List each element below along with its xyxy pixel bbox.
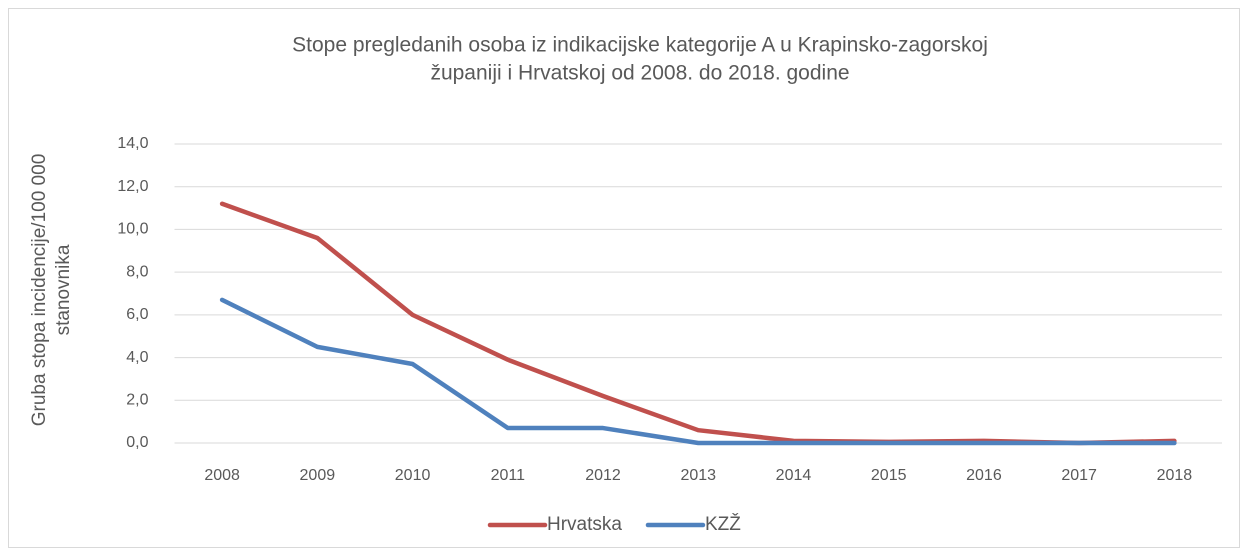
x-tick-label: 2014 xyxy=(776,467,812,484)
x-tick-label: 2010 xyxy=(395,467,431,484)
y-tick-label: 0,0 xyxy=(126,434,148,451)
y-tick-label: 12,0 xyxy=(117,178,148,195)
y-tick-label: 6,0 xyxy=(126,306,148,323)
y-axis-label: Gruba stopa incidencije/100 000 stanovni… xyxy=(29,154,74,427)
y-tick-label: 8,0 xyxy=(126,263,148,280)
legend-label: KZŽ xyxy=(705,513,741,535)
x-tick-label: 2013 xyxy=(680,467,716,484)
y-axis-label-line: stanovnika xyxy=(53,244,74,335)
chart-title: Stope pregledanih osoba iz indikacijske … xyxy=(292,34,988,57)
y-tick-label: 4,0 xyxy=(126,349,148,366)
x-tick-label: 2015 xyxy=(871,467,907,484)
y-tick-label: 10,0 xyxy=(117,221,148,238)
x-tick-label: 2016 xyxy=(966,467,1002,484)
x-tick-label: 2011 xyxy=(491,467,526,484)
y-tick-label: 14,0 xyxy=(117,135,148,152)
x-tick-label: 2009 xyxy=(300,467,336,484)
y-tick-label: 2,0 xyxy=(126,392,148,409)
chart-border xyxy=(8,8,1240,548)
x-tick-label: 2017 xyxy=(1061,467,1097,484)
legend-label: Hrvatska xyxy=(547,514,622,535)
series-line xyxy=(219,297,1177,446)
chart-title: županiji i Hrvatskoj od 2008. do 2018. g… xyxy=(430,62,849,85)
x-tick-label: 2008 xyxy=(204,467,240,484)
x-tick-label: 2018 xyxy=(1157,467,1193,484)
x-tick-label: 2012 xyxy=(585,467,621,484)
y-axis-label-line: Gruba stopa incidencije/100 000 xyxy=(29,154,50,427)
